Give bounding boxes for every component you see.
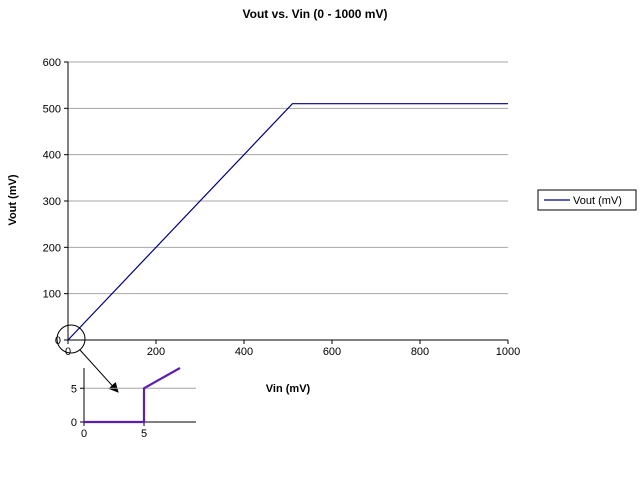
- y-tick-label: 500: [43, 103, 61, 115]
- x-tick-label: 200: [147, 346, 165, 358]
- y-axis-label: Vout (mV): [7, 174, 19, 225]
- y-tick-label: 5: [71, 383, 77, 395]
- series-line: [68, 104, 508, 340]
- x-tick-label: 800: [411, 346, 429, 358]
- x-tick-label: 400: [235, 346, 253, 358]
- y-tick-label: 600: [43, 57, 61, 69]
- inset-tick-labels: 0 5 0 5: [71, 383, 147, 440]
- y-tick-label: 300: [43, 196, 61, 208]
- chart-title: Vout vs. Vin (0 - 1000 mV): [243, 7, 388, 21]
- x-tick-label: 600: [323, 346, 341, 358]
- main-axes: [64, 62, 508, 344]
- inset-axes: [80, 368, 196, 426]
- y-tick-label: 200: [43, 242, 61, 254]
- inset-series: [84, 368, 180, 422]
- series-line: [84, 368, 180, 422]
- x-tick-label: 0: [81, 428, 87, 440]
- zoom-arrow: [80, 350, 118, 392]
- y-tick-label: 0: [71, 417, 77, 429]
- main-series: [68, 104, 508, 340]
- y-tick-label: 400: [43, 150, 61, 162]
- y-tick-label: 100: [43, 289, 61, 301]
- legend-label: Vout (mV): [573, 195, 622, 207]
- legend: Vout (mV): [538, 190, 636, 210]
- x-tick-label: 5: [141, 428, 147, 440]
- x-tick-label: 1000: [496, 346, 520, 358]
- x-axis-label: Vin (mV): [266, 383, 311, 395]
- main-gridlines: [68, 62, 508, 294]
